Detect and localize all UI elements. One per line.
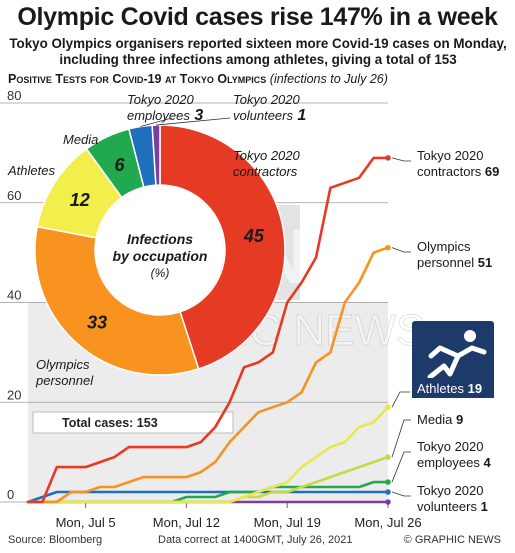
- donut-label-olympics-personnel: personnel: [35, 373, 94, 388]
- donut-label-tokyo-2020-contractors: contractors: [233, 164, 298, 179]
- x-tick-label: Mon, Jul 26: [354, 515, 421, 530]
- chart-title: Olympic Covid cases rise 147% in a week: [17, 3, 498, 31]
- donut-label-olympics-personnel: Olympics: [36, 357, 90, 372]
- series-value-tokyo-2020-contractors: 69: [481, 164, 499, 179]
- data-note: Data correct at 1400GMT, July 26, 2021: [158, 534, 353, 546]
- y-tick-label: 20: [7, 387, 21, 402]
- leader-tokyo-2020-employees: [391, 451, 411, 483]
- chart-heading-note: (infections to July 26): [269, 72, 388, 86]
- series-label-olympics-personnel: personnel 51: [417, 255, 492, 270]
- leader-tokyo-2020-volunteers: [391, 491, 411, 497]
- line-tokyo-2020-employees: [26, 480, 390, 504]
- y-tick-label: 40: [7, 288, 21, 303]
- athlete-icon-legs: [427, 345, 461, 380]
- donut-label-tokyo-2020-employees: employees 3: [127, 107, 203, 124]
- donut-slice-tokyo-2020-contractors: [159, 124, 286, 370]
- donut-title-line-1: Infections: [127, 231, 193, 247]
- athlete-icon-head: [464, 330, 476, 342]
- end-marker-athletes: [385, 404, 391, 411]
- series-label-tokyo-2020-contractors: contractors 69: [417, 164, 499, 179]
- donut-label-tokyo-2020-contractors: Tokyo 2020: [233, 148, 301, 163]
- line-tokyo-2020-volunteers: [26, 490, 390, 504]
- donut-value-tokyo-2020-volunteers: 1: [293, 107, 306, 124]
- series-label-media: Media 9: [417, 412, 463, 427]
- series-value-tokyo-2020-employees: 4: [480, 455, 492, 470]
- end-marker-tokyo-2020-contractors: [385, 155, 391, 161]
- y-tick-label: 0: [7, 487, 14, 502]
- total-cases-box: [32, 411, 234, 434]
- leader-media: [391, 419, 411, 458]
- donut-leader-tokyo-2020-volunteers: [156, 117, 231, 126]
- series-label-athletes: Athletes 19: [417, 381, 482, 396]
- end-marker-olympics-personnel: [385, 244, 391, 251]
- donut-value-media: 6: [115, 155, 126, 175]
- series-value-tokyo-2020-volunteers: 1: [477, 499, 488, 514]
- donut-value-athletes: 12: [70, 190, 90, 210]
- end-marker-media: [385, 454, 391, 460]
- x-tick-label: Mon, Jul 12: [153, 515, 220, 530]
- series-label-tokyo-2020-contractors: Tokyo 2020: [417, 148, 484, 163]
- chart-heading: Positive Tests for Covid-19 at Tokyo Oly…: [8, 72, 388, 86]
- leader-tokyo-2020-contractors: [391, 157, 411, 162]
- credit-note: © GRAPHIC NEWS: [403, 534, 501, 546]
- series-value-athletes: 19: [464, 381, 482, 396]
- donut-label-tokyo-2020-employees: Tokyo 2020: [127, 92, 195, 107]
- athlete-icon-arms: [455, 345, 487, 359]
- donut-value-tokyo-2020-contractors: 45: [243, 226, 265, 246]
- donut-hole: [96, 186, 224, 314]
- donut-slice-olympics-personnel: [34, 225, 200, 376]
- donut-title-line-2: by occupation: [113, 248, 208, 264]
- donut-value-olympics-personnel: 33: [87, 312, 107, 332]
- line-tokyo-2020-contractors: [26, 156, 390, 504]
- line-olympics-personnel: [26, 246, 390, 504]
- donut-subtitle: (%): [151, 266, 170, 280]
- line-series-layer: [26, 155, 391, 505]
- y-tick-label: 80: [7, 88, 21, 103]
- donut-label-tokyo-2020-volunteers: Tokyo 2020: [233, 92, 301, 107]
- series-label-tokyo-2020-volunteers: volunteers 1: [417, 499, 488, 514]
- donut-leader-tokyo-2020-employees: [140, 117, 173, 127]
- donut-slice-tokyo-2020-volunteers: [151, 124, 161, 186]
- series-label-tokyo-2020-volunteers: Tokyo 2020: [417, 483, 484, 498]
- athletes-label-box: [412, 378, 494, 398]
- chart-heading-text: Positive Tests for Covid-19 at Tokyo Oly…: [8, 72, 267, 86]
- donut-label-tokyo-2020-volunteers: volunteers 1: [233, 107, 306, 124]
- donut-value-tokyo-2020-employees: 3: [190, 107, 203, 124]
- y-tick-label: 60: [7, 188, 21, 203]
- x-tick-label: Mon, Jul 5: [56, 515, 116, 530]
- end-marker-tokyo-2020-volunteers: [385, 489, 391, 495]
- donut-label-athletes: Athletes: [7, 163, 55, 178]
- end-marker-series: [385, 499, 391, 505]
- leader-athletes: [391, 391, 410, 408]
- end-marker-tokyo-2020-employees: [385, 479, 391, 485]
- chart-subtitle: Tokyo Olympics organisers reported sixte…: [9, 36, 507, 67]
- series-label-tokyo-2020-employees: employees 4: [417, 455, 491, 470]
- source-note: Source: Bloomberg: [8, 534, 103, 546]
- series-label-olympics-personnel: Olympics: [417, 239, 471, 254]
- donut-label-media: Media: [63, 132, 98, 147]
- line-athletes: [26, 405, 390, 504]
- series-value-olympics-personnel: 51: [474, 255, 492, 270]
- x-tick-label: Mon, Jul 19: [254, 515, 321, 530]
- leader-olympics-personnel: [391, 247, 411, 253]
- total-cases-label: Total cases: 153: [62, 416, 158, 430]
- series-value-media: 9: [452, 412, 463, 427]
- series-label-tokyo-2020-employees: Tokyo 2020: [417, 439, 484, 454]
